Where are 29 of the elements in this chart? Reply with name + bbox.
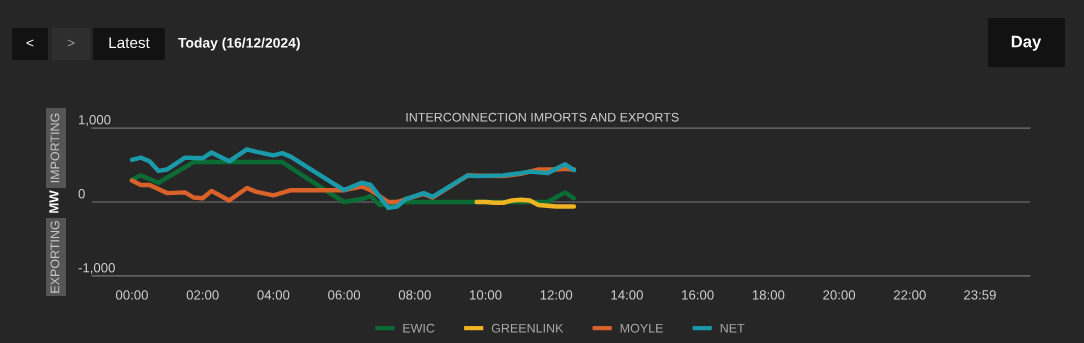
x-tick-label: 02:00 bbox=[186, 290, 219, 300]
legend-label: NET bbox=[720, 323, 745, 333]
x-tick-label: 20:00 bbox=[823, 290, 856, 300]
x-tick-label: 04:00 bbox=[257, 290, 290, 300]
y-tick-label: 0 bbox=[78, 189, 85, 199]
text: Today (16/12/2024) bbox=[178, 37, 300, 51]
legend-label: GREENLINK bbox=[491, 323, 564, 333]
x-tick-label: 12:00 bbox=[540, 290, 573, 300]
text: EXPORTING bbox=[50, 221, 60, 293]
chart-title: INTERCONNECTION IMPORTS AND EXPORTS bbox=[406, 112, 679, 122]
y-tick-label: 1,000 bbox=[79, 115, 111, 126]
text: Day bbox=[1011, 35, 1042, 51]
x-tick-label: 06:00 bbox=[328, 290, 361, 300]
text: IMPORTING bbox=[50, 113, 60, 183]
x-tick-label: 00:00 bbox=[115, 290, 148, 300]
x-tick-label: 18:00 bbox=[752, 290, 785, 300]
x-tick-label: 14:00 bbox=[611, 290, 643, 300]
text: > bbox=[67, 39, 75, 47]
y-axis-title: MW bbox=[49, 190, 59, 213]
legend-label: EWIC bbox=[403, 323, 435, 333]
legend-label: MOYLE bbox=[620, 323, 663, 333]
x-tick-label: 10:00 bbox=[470, 290, 502, 300]
x-tick-label: 23:59 bbox=[964, 290, 996, 300]
text: Latest bbox=[109, 37, 150, 49]
y-tick-label: -1,000 bbox=[78, 263, 115, 274]
text: < bbox=[26, 39, 34, 47]
x-tick-label: 22:00 bbox=[893, 290, 926, 300]
x-tick-label: 08:00 bbox=[398, 290, 431, 300]
x-tick-label: 16:00 bbox=[682, 290, 714, 300]
